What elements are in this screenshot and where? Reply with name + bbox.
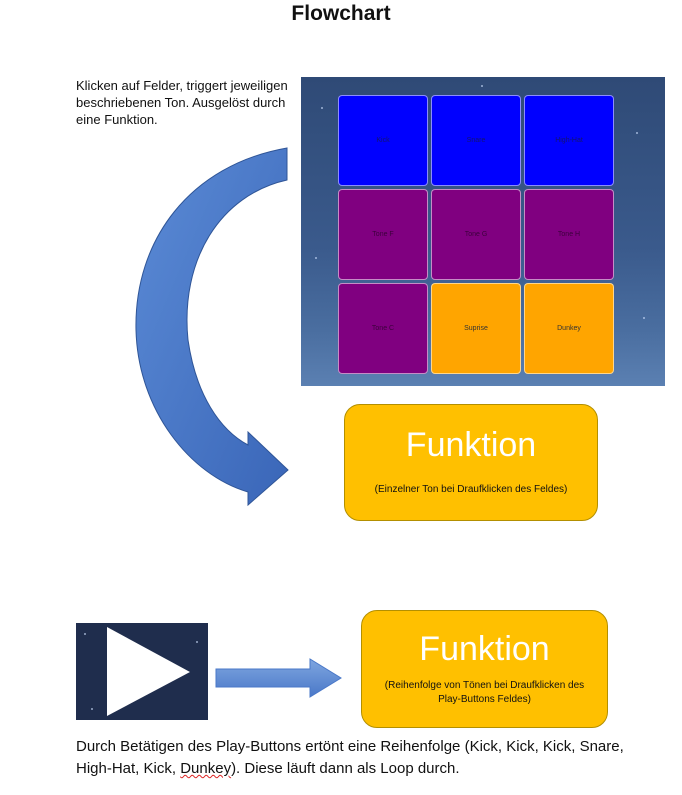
pad-high-hat[interactable]: High-Hat bbox=[524, 95, 614, 186]
function-box-sequence: Funktion (Reihenfolge von Tönen bei Drau… bbox=[361, 610, 608, 728]
intro-text: Klicken auf Felder, triggert jeweiligen … bbox=[76, 78, 288, 127]
pad-tone-c[interactable]: Tone C bbox=[338, 283, 428, 374]
pad-dunkey[interactable]: Dunkey bbox=[524, 283, 614, 374]
pad-tone-h[interactable]: Tone H bbox=[524, 189, 614, 280]
description-text: Durch Betätigen des Play-Buttons ertönt … bbox=[76, 736, 636, 780]
pad-suprise[interactable]: Suprise bbox=[431, 283, 521, 374]
play-button[interactable] bbox=[76, 623, 208, 720]
pad-tone-g[interactable]: Tone G bbox=[431, 189, 521, 280]
right-arrow-icon bbox=[215, 658, 342, 698]
spellcheck-word: Dunkey bbox=[180, 760, 232, 777]
page-title: Flowchart bbox=[291, 2, 391, 25]
play-icon bbox=[107, 627, 190, 716]
curved-arrow-icon bbox=[135, 147, 289, 507]
pad-grid: Kick Snare High-Hat Tone F Tone G Tone H Tone … bbox=[338, 95, 620, 374]
pad-snare[interactable]: Snare bbox=[431, 95, 521, 186]
description-text-start: Durch Betätigen des Play-Buttons ertönt … bbox=[76, 738, 624, 777]
function-title: Funktion bbox=[405, 426, 537, 464]
pad-kick[interactable]: Kick bbox=[338, 95, 428, 186]
pad-tone-f[interactable]: Tone F bbox=[338, 189, 428, 280]
function-box-single-tone: Funktion (Einzelner Ton bei Draufklicken… bbox=[344, 404, 598, 521]
function-subtitle: (Reihenfolge von Tönen bei Draufklicken … bbox=[384, 680, 585, 705]
drum-pad-panel: Kick Snare High-Hat Tone F Tone G Tone H Tone … bbox=[301, 77, 665, 386]
function-subtitle: (Einzelner Ton bei Draufklicken des Feld… bbox=[374, 484, 568, 495]
function-title: Funktion bbox=[419, 630, 550, 668]
description-text-end: ). Diese läuft dann als Loop durch. bbox=[231, 760, 460, 777]
